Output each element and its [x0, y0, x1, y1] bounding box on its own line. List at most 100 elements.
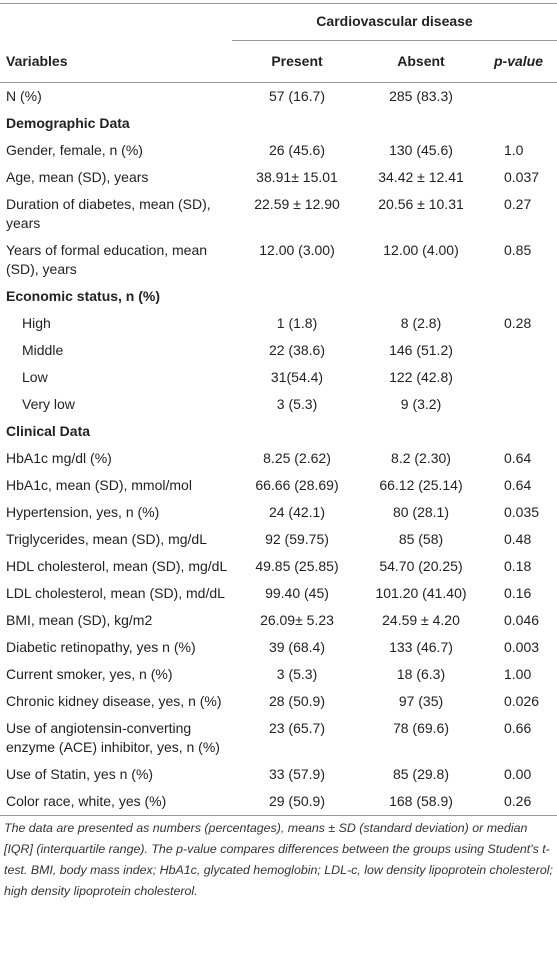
table-cell: HbA1c mg/dl (%) [6, 450, 112, 466]
table-cell: Hypertension, yes, n (%) [6, 504, 160, 520]
table-cell: 0.64 [504, 450, 532, 466]
footnote: The data are presented as numbers (perce… [4, 821, 553, 898]
table-row: HDL cholesterol, mean (SD), mg/dL 49.85 (… [0, 553, 557, 580]
group-header: Cardiovascular disease [232, 3, 557, 41]
table-cell: 38.91± 15.01 [256, 169, 338, 185]
table-row: HbA1c, mean (SD), mmol/mol 66.66 (28.69) 6… [0, 472, 557, 499]
table-cell: 9 (3.2) [400, 396, 442, 412]
table-cell: 97 (35) [398, 693, 444, 709]
table-row: Color race, white, yes (%) 29 (50.9) 168 (… [0, 788, 557, 816]
table-cell: Low [22, 369, 48, 385]
table-cell: 26.09± 5.23 [260, 612, 334, 628]
table-body: N (%) 57 (16.7) 285 (83.3) Demographic Data… [0, 83, 557, 816]
table-cell: 0.026 [504, 693, 540, 709]
table-cell: 0.037 [504, 169, 540, 185]
table-cell: 22.59 ± 12.90 [254, 196, 340, 212]
table-row: Very low 3 (5.3) 9 (3.2) [0, 391, 557, 418]
table-cell: 34.42 ± 12.41 [378, 169, 464, 185]
column-header: Present [232, 40, 362, 83]
table-row: Use of Statin, yes n (%) 33 (57.9) 85 (29.… [0, 761, 557, 788]
table-cell: 18 (6.3) [396, 666, 446, 682]
table-cell: 33 (57.9) [268, 766, 326, 782]
table-cell: 0.48 [504, 531, 532, 547]
section-row: Demographic Data [0, 110, 557, 137]
table-row: Use of angiotensin-converting enzyme (AC… [0, 715, 557, 761]
table-cell: Chronic kidney disease, yes, n (%) [6, 693, 222, 709]
table-cell: Middle [22, 342, 64, 358]
table-row: Current smoker, yes, n (%) 3 (5.3) 18 (6.3… [0, 661, 557, 688]
table-cell: 146 (51.2) [389, 342, 453, 358]
table-cell: 0.00 [504, 766, 532, 782]
column-header: p-value [480, 40, 557, 83]
section-title: Demographic Data [6, 115, 130, 131]
table-cell: 0.16 [504, 585, 532, 601]
table-cell: 39 (68.4) [268, 639, 326, 655]
table-cell: 31(54.4) [270, 369, 324, 385]
section-row: Economic status, n (%) [0, 283, 557, 310]
table-cell: 1.0 [504, 142, 524, 158]
table-cell: HDL cholesterol, mean (SD), mg/dL [6, 558, 228, 574]
table-row: LDL cholesterol, mean (SD), md/dL 99.40 (… [0, 580, 557, 607]
table-row: Chronic kidney disease, yes, n (%) 28 (50… [0, 688, 557, 715]
section-title: Clinical Data [6, 423, 91, 439]
table-row: N (%) 57 (16.7) 285 (83.3) [0, 83, 557, 111]
table-cell: 101.20 (41.40) [375, 585, 467, 601]
table-cell: Gender, female, n (%) [6, 142, 143, 158]
table-row: Diabetic retinopathy, yes n (%) 39 (68.4)… [0, 634, 557, 661]
table-cell: 0.046 [504, 612, 540, 628]
table-cell: 0.18 [504, 558, 532, 574]
table-cell: 49.85 (25.85) [255, 558, 339, 574]
table-row: Years of formal education, mean (SD), ye… [0, 237, 557, 283]
table-cell [480, 83, 557, 111]
table-cell: 0.28 [504, 315, 532, 331]
table-cell: Age, mean (SD), years [6, 169, 149, 185]
table-cell: Color race, white, yes (%) [0, 788, 232, 816]
table-row: Hypertension, yes, n (%) 24 (42.1) 80 (28.… [0, 499, 557, 526]
table-cell: 285 (83.3) [389, 88, 453, 104]
table-row: Age, mean (SD), years 38.91± 15.01 34.42 ±… [0, 164, 557, 191]
table-cell: Duration of diabetes, mean (SD), years [6, 196, 211, 231]
table-row: Duration of diabetes, mean (SD), years 22… [0, 191, 557, 237]
table-cell: 1 (1.8) [276, 315, 318, 331]
table-row: Gender, female, n (%) 26 (45.6) 130 (45.6)… [0, 137, 557, 164]
table-cell: 22 (38.6) [268, 342, 326, 358]
table-cell [480, 337, 557, 364]
table-cell: Current smoker, yes, n (%) [6, 666, 173, 682]
page: Cardiovascular disease Variables Present… [0, 3, 557, 955]
table-cell: 130 (45.6) [389, 142, 453, 158]
table-cell: 20.56 ± 10.31 [378, 196, 464, 212]
table-cell: 24 (42.1) [268, 504, 326, 520]
table-cell [480, 364, 557, 391]
table-cell: 0.003 [504, 639, 540, 655]
table-row: Middle 22 (38.6) 146 (51.2) [0, 337, 557, 364]
table-cell: 0.85 [504, 242, 532, 258]
table-cell: 92 (59.75) [265, 531, 329, 547]
table-cell: 12.00 (3.00) [259, 242, 335, 258]
table-cell: 99.40 (45) [265, 585, 329, 601]
table-cell: Use of Statin, yes n (%) [6, 766, 154, 782]
table-cell: 66.12 (25.14) [379, 477, 463, 493]
table-cell: 24.59 ± 4.20 [382, 612, 460, 628]
table-cell: 0.64 [504, 477, 532, 493]
table-cell: 122 (42.8) [389, 369, 453, 385]
table-cell: 3 (5.3) [276, 666, 318, 682]
table-row: High 1 (1.8) 8 (2.8) 0.28 [0, 310, 557, 337]
column-header: Absent [362, 40, 480, 83]
table-cell: Diabetic retinopathy, yes n (%) [6, 639, 196, 655]
table-cell: 12.00 (4.00) [383, 242, 459, 258]
column-header: Variables [0, 40, 232, 83]
table: Cardiovascular disease Variables Present… [0, 3, 557, 816]
table-cell [480, 391, 557, 418]
table-cell: 28 (50.9) [268, 693, 326, 709]
table-cell: 54.70 (20.25) [379, 558, 463, 574]
table-cell: 57 (16.7) [268, 88, 326, 104]
table-cell: LDL cholesterol, mean (SD), md/dL [6, 585, 225, 601]
header-row: Variables Present Absent p-value [0, 40, 557, 83]
table-row: Low 31(54.4) 122 (42.8) [0, 364, 557, 391]
table-row: HbA1c mg/dl (%) 8.25 (2.62) 8.2 (2.30) 0.64 [0, 445, 557, 472]
group-header-row: Cardiovascular disease [0, 3, 557, 41]
table-cell: 8.25 (2.62) [263, 450, 331, 466]
table-cell: 29 (50.9) [232, 788, 362, 816]
table-cell: 0.035 [504, 504, 540, 520]
table-cell: 78 (69.6) [392, 720, 450, 736]
